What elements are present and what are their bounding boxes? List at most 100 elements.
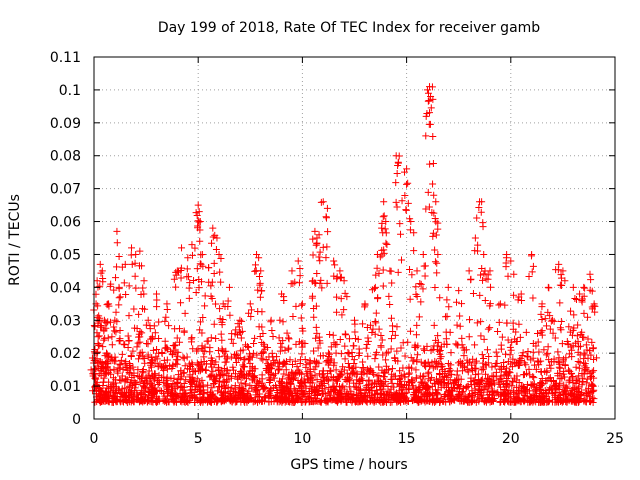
data-point xyxy=(258,287,265,294)
data-point xyxy=(436,294,443,301)
data-point xyxy=(380,282,387,289)
data-point xyxy=(135,340,142,347)
data-point xyxy=(99,343,106,350)
y-tick-label: 0.03 xyxy=(50,313,81,329)
data-point xyxy=(429,133,436,140)
data-point xyxy=(477,318,484,325)
data-point xyxy=(466,316,473,323)
data-point xyxy=(453,299,460,306)
data-point xyxy=(342,290,349,297)
data-point xyxy=(373,310,380,317)
data-point xyxy=(545,284,552,291)
data-point xyxy=(112,274,119,281)
data-point xyxy=(416,313,423,320)
data-point xyxy=(233,359,240,366)
data-point xyxy=(378,220,385,227)
data-point xyxy=(178,244,185,251)
data-point xyxy=(405,200,412,207)
data-point xyxy=(91,323,98,330)
y-tick-label: 0.05 xyxy=(50,247,81,263)
data-point xyxy=(95,333,102,340)
data-point xyxy=(586,271,593,278)
data-point xyxy=(487,284,494,291)
data-point xyxy=(162,338,169,345)
data-point xyxy=(455,287,462,294)
data-point xyxy=(292,303,299,310)
data-point xyxy=(323,214,330,221)
data-point xyxy=(565,323,572,330)
data-point xyxy=(538,311,545,318)
data-point xyxy=(119,351,126,358)
data-point xyxy=(268,327,275,334)
data-point xyxy=(320,244,327,251)
data-point xyxy=(426,121,433,128)
data-point xyxy=(402,206,409,213)
data-point xyxy=(251,335,258,342)
y-tick-label: 0.01 xyxy=(50,379,81,395)
data-point xyxy=(413,331,420,338)
data-point xyxy=(182,310,189,317)
data-point xyxy=(386,301,393,308)
data-point xyxy=(128,251,135,258)
data-point xyxy=(155,319,162,326)
data-point xyxy=(422,262,429,269)
data-point xyxy=(587,276,594,283)
data-point xyxy=(584,314,591,321)
data-point xyxy=(375,270,382,277)
data-point xyxy=(379,336,386,343)
data-point xyxy=(422,272,429,279)
y-tick-label: 0.07 xyxy=(50,182,81,198)
data-point xyxy=(554,348,561,355)
data-point xyxy=(132,285,139,292)
data-point xyxy=(288,267,295,274)
data-point xyxy=(458,300,465,307)
data-point xyxy=(247,300,254,307)
data-point xyxy=(372,391,379,398)
data-point xyxy=(434,342,441,349)
data-point xyxy=(389,365,396,372)
data-point xyxy=(545,343,552,350)
data-point xyxy=(376,326,383,333)
data-point xyxy=(145,317,152,324)
data-point xyxy=(155,335,162,342)
data-point xyxy=(502,351,509,358)
data-point xyxy=(173,356,180,363)
data-point xyxy=(186,295,193,302)
data-point xyxy=(257,280,264,287)
data-point xyxy=(318,284,325,291)
x-tick-label: 25 xyxy=(606,431,624,447)
data-point xyxy=(211,321,218,328)
x-tick-label: 15 xyxy=(398,431,416,447)
data-point xyxy=(497,300,504,307)
data-point xyxy=(230,340,237,347)
data-point xyxy=(543,322,550,329)
data-point xyxy=(181,329,188,336)
data-point xyxy=(211,270,218,277)
data-point xyxy=(203,367,210,374)
data-point xyxy=(382,240,389,247)
data-point xyxy=(538,316,545,323)
data-point xyxy=(337,336,344,343)
y-tick-label: 0.1 xyxy=(59,83,81,99)
data-point xyxy=(457,323,464,330)
data-point xyxy=(544,350,551,357)
data-point xyxy=(132,251,139,258)
data-point xyxy=(162,344,169,351)
data-point xyxy=(393,323,400,330)
data-point xyxy=(501,302,508,309)
data-point xyxy=(375,364,382,371)
data-point xyxy=(139,285,146,292)
data-point xyxy=(570,284,577,291)
data-point xyxy=(126,282,133,289)
data-point xyxy=(428,104,435,111)
data-point xyxy=(315,345,322,352)
data-point xyxy=(323,243,330,250)
data-point xyxy=(324,280,331,287)
data-point xyxy=(113,228,120,235)
data-point xyxy=(484,346,491,353)
data-point xyxy=(143,340,150,347)
data-point xyxy=(278,344,285,351)
data-point xyxy=(136,248,143,255)
data-point xyxy=(388,268,395,275)
data-point xyxy=(125,333,132,340)
